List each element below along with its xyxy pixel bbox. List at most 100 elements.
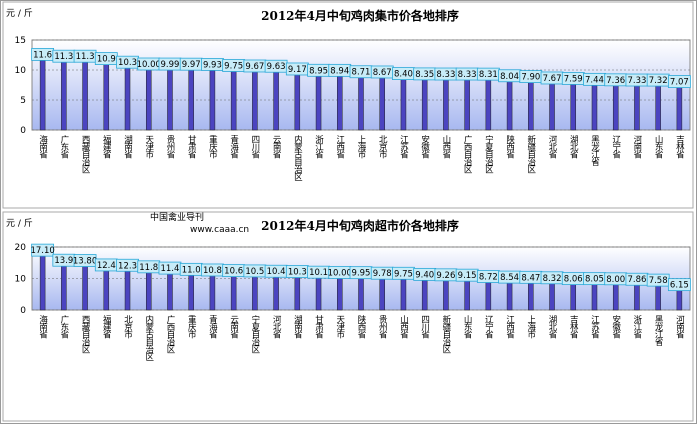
- x-tick-label: 四川省: [420, 315, 430, 339]
- bar: [485, 282, 492, 311]
- bar: [612, 284, 619, 311]
- x-tick-label: 天津市: [335, 315, 345, 339]
- value-label: 9.93: [203, 60, 222, 70]
- y-tick-label: 10: [15, 66, 27, 76]
- bar: [39, 60, 46, 131]
- bar: [61, 265, 67, 311]
- x-tick-label: 海南省: [38, 314, 48, 339]
- value-label: 10.8: [203, 266, 222, 276]
- bar: [252, 276, 258, 311]
- bar: [676, 290, 683, 311]
- x-tick-label: 内蒙古自治区: [292, 134, 302, 181]
- x-tick-label: 湖南省: [292, 315, 302, 339]
- bar: [570, 284, 577, 311]
- bar: [230, 71, 237, 131]
- value-label: 10.9: [97, 55, 116, 65]
- bar: [337, 76, 343, 131]
- bar: [103, 270, 110, 311]
- value-label: 8.31: [479, 70, 498, 80]
- x-tick-label: 云南省: [271, 135, 281, 159]
- bar: [485, 79, 492, 131]
- x-tick-label: 黑龙江省: [589, 135, 599, 167]
- value-label: 9.75: [224, 62, 243, 72]
- value-label: 8.67: [373, 68, 392, 78]
- x-tick-label: 重庆市: [186, 314, 196, 339]
- bar: [634, 284, 640, 311]
- value-label: 8.72: [479, 273, 498, 283]
- value-label: 9.67: [245, 62, 264, 72]
- value-label: 7.90: [521, 73, 540, 83]
- x-tick-label: 宁夏自治区: [483, 134, 493, 173]
- bar: [549, 83, 555, 131]
- value-label: 9.75: [394, 269, 413, 279]
- value-label: 7.07: [670, 78, 689, 88]
- bar: [124, 67, 131, 131]
- bar: [400, 79, 407, 131]
- value-label: 10.6: [224, 267, 243, 277]
- x-tick-label: 青海省: [207, 314, 217, 339]
- value-label: 8.47: [521, 273, 540, 283]
- x-tick-label: 宁夏自治区: [250, 314, 260, 353]
- x-tick-label: 辽宁省: [483, 315, 493, 339]
- x-tick-label: 福建省: [101, 134, 111, 159]
- x-tick-label: 甘肃省: [186, 134, 196, 159]
- bar: [464, 79, 470, 131]
- x-tick-label: 广西自治区: [462, 134, 472, 173]
- x-tick-label: 浙江省: [632, 314, 642, 339]
- y-tick-label: 0: [20, 306, 26, 316]
- x-tick-label: 江西省: [505, 315, 515, 339]
- value-label: 13.80: [73, 257, 97, 267]
- x-tick-label: 湖北省: [568, 135, 578, 159]
- x-tick-label: 北京市: [377, 135, 387, 159]
- value-label: 8.32: [543, 274, 562, 284]
- x-tick-label: 吉林省: [674, 135, 684, 159]
- bar: [528, 283, 534, 311]
- x-tick-label: 山西省: [398, 314, 408, 339]
- bar: [421, 280, 428, 311]
- value-label: 11.8: [139, 263, 158, 273]
- unit-label: 元 / 斤: [6, 8, 33, 19]
- x-tick-label: 安徽省: [611, 314, 621, 339]
- x-tick-label: 湖南省: [123, 135, 133, 159]
- bar: [337, 278, 343, 311]
- bar: [145, 69, 152, 131]
- x-tick-label: 河北省: [271, 314, 281, 339]
- value-label: 9.40: [415, 270, 434, 280]
- bar: [358, 77, 364, 131]
- bar: [421, 79, 428, 131]
- bar: [209, 275, 216, 311]
- bar: [506, 81, 513, 131]
- value-label: 8.95: [309, 66, 328, 76]
- x-tick-label: 四川省: [250, 135, 260, 159]
- value-label: 10.00: [137, 60, 161, 70]
- x-tick-label: 山西省: [441, 134, 451, 159]
- y-tick-label: 20: [15, 243, 27, 253]
- bar: [506, 282, 513, 311]
- value-label: 7.44: [585, 75, 604, 85]
- value-label-box: [667, 278, 691, 292]
- x-tick-label: 陕西省: [505, 134, 515, 159]
- value-label: 8.35: [415, 70, 434, 80]
- value-label: 11.3: [76, 52, 95, 62]
- x-tick-label: 西藏自治区: [80, 315, 90, 353]
- bar: [443, 79, 449, 131]
- value-label: 9.97: [182, 60, 201, 70]
- bar: [591, 284, 598, 311]
- x-tick-label: 江苏省: [589, 315, 599, 339]
- value-label: 7.36: [606, 76, 625, 86]
- value-label: 8.40: [394, 70, 413, 80]
- value-label: 8.71: [352, 68, 371, 78]
- bar: [273, 71, 279, 131]
- bar: [379, 77, 385, 131]
- bar: [443, 280, 449, 311]
- x-tick-label: 西藏自治区: [80, 135, 90, 173]
- value-label: 8.33: [458, 70, 477, 80]
- x-tick-label: 天津市: [144, 135, 154, 159]
- value-label: 7.86: [627, 275, 646, 285]
- x-tick-label: 河北省: [547, 134, 557, 159]
- value-label: 11.4: [160, 264, 179, 274]
- x-tick-label: 贵州省: [377, 314, 387, 339]
- x-tick-label: 山东省: [653, 134, 663, 159]
